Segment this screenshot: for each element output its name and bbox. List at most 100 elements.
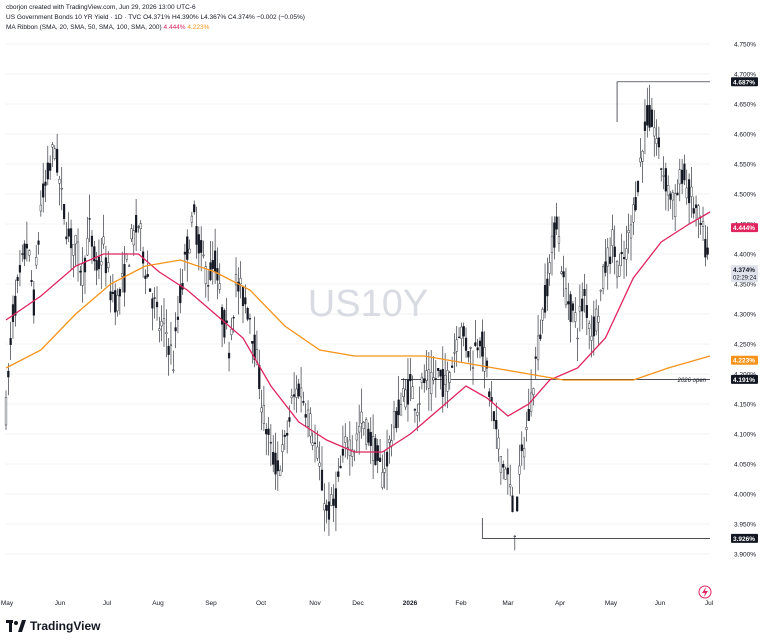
candle-body bbox=[706, 247, 709, 255]
price-axis[interactable]: 4.750%4.700%4.650%4.600%4.550%4.500%4.45… bbox=[734, 42, 756, 559]
candle-body bbox=[650, 109, 654, 127]
x-tick-label: Aug bbox=[152, 600, 164, 607]
candle-body bbox=[304, 414, 307, 418]
price-label: 4.191% bbox=[733, 377, 755, 384]
price-label-bg bbox=[731, 533, 758, 543]
lightning-icon[interactable] bbox=[698, 585, 712, 599]
y-tick-label: 4.000% bbox=[734, 492, 756, 499]
candle-body bbox=[223, 310, 226, 338]
candle-body bbox=[595, 308, 598, 332]
candle-body bbox=[604, 261, 607, 273]
time-axis[interactable]: May Jun Jul Aug Sep Oct Nov Dec 2026 Feb Mar Apr May… bbox=[1, 600, 714, 607]
y-tick-label: 4.250% bbox=[734, 342, 756, 349]
candle-body bbox=[218, 283, 221, 290]
candle-body bbox=[685, 187, 688, 199]
symbol-line: US Government Bonds 10 YR Yield · 1D · T… bbox=[6, 14, 305, 21]
candle-body bbox=[376, 445, 379, 461]
candle-body bbox=[697, 205, 700, 219]
candle-body bbox=[109, 291, 112, 301]
candle-body bbox=[692, 208, 695, 214]
y-tick-label: 4.100% bbox=[734, 432, 756, 439]
candle-body bbox=[385, 451, 389, 467]
candle-body bbox=[183, 251, 187, 255]
candle-body bbox=[267, 428, 270, 435]
candle-body bbox=[583, 288, 586, 296]
candle-body bbox=[316, 446, 319, 459]
candle-body bbox=[214, 250, 217, 273]
candle-body bbox=[495, 419, 498, 430]
candle-body bbox=[318, 462, 321, 467]
candle-body bbox=[362, 421, 365, 430]
candle-body bbox=[409, 374, 412, 382]
candle-body bbox=[460, 326, 463, 339]
candle-body bbox=[337, 471, 340, 477]
candle-body bbox=[248, 318, 252, 320]
candle-body bbox=[302, 401, 305, 403]
candle-body bbox=[355, 433, 358, 441]
candle-body bbox=[464, 337, 468, 351]
candle-body bbox=[462, 326, 465, 337]
candle-body bbox=[509, 484, 512, 488]
symbol-title[interactable]: US Government Bonds 10 YR Yield · 1D · T… bbox=[6, 14, 142, 21]
candle-body bbox=[471, 367, 475, 369]
candle-body bbox=[179, 284, 182, 304]
candle-body bbox=[313, 442, 317, 444]
credit-line: cborjon created with TradingView.com, Ju… bbox=[6, 4, 196, 11]
candle-body bbox=[399, 404, 403, 416]
candle-body bbox=[14, 295, 17, 316]
ribbon-line: MA Ribbon (SMA, 20, SMA, 50, SMA, 100, S… bbox=[6, 24, 209, 31]
candle-body bbox=[348, 439, 351, 456]
moving-averages bbox=[5, 211, 711, 453]
candle-body bbox=[525, 427, 528, 430]
candle-body bbox=[553, 222, 556, 248]
candle-body bbox=[239, 277, 242, 285]
candle-body bbox=[406, 379, 410, 405]
candle-body bbox=[395, 410, 398, 429]
candle-body bbox=[641, 151, 644, 162]
candle-body bbox=[534, 356, 537, 359]
candle-body bbox=[432, 377, 435, 381]
candle-body bbox=[325, 505, 328, 511]
ribbon-label[interactable]: MA Ribbon (SMA, 20, SMA, 50, SMA, 100, S… bbox=[6, 24, 162, 31]
high-level-line bbox=[616, 81, 710, 122]
y-tick-label: 4.400% bbox=[734, 252, 756, 259]
candle-body bbox=[567, 301, 570, 305]
watermark: US10Y bbox=[308, 283, 428, 325]
candle-body bbox=[634, 197, 637, 211]
candle-body bbox=[65, 236, 68, 240]
footer bbox=[0, 610, 768, 640]
candle-body bbox=[144, 275, 147, 279]
candle-body bbox=[444, 374, 447, 385]
candle-body bbox=[165, 332, 168, 335]
candle-body bbox=[411, 386, 414, 399]
candle-body bbox=[290, 395, 293, 399]
candle-body bbox=[227, 352, 231, 359]
brand-name: TradingView bbox=[30, 619, 101, 633]
candle-body bbox=[341, 448, 344, 456]
candle-body bbox=[402, 388, 405, 397]
candle-body bbox=[469, 347, 472, 349]
candle-body bbox=[676, 192, 679, 196]
candle-body bbox=[523, 448, 526, 458]
x-tick-label: May bbox=[1, 600, 14, 607]
candle-body bbox=[648, 105, 651, 128]
chart[interactable]: US10Y 2026 open 4.750% 4.700% 4.650% 4.600%… bbox=[0, 0, 768, 610]
candle-body bbox=[244, 297, 247, 305]
candle-body bbox=[323, 503, 326, 511]
candle-body bbox=[125, 253, 128, 260]
candle-body bbox=[632, 204, 635, 223]
candle-body bbox=[293, 394, 296, 397]
candle-body bbox=[606, 247, 609, 267]
candle-body bbox=[381, 472, 384, 488]
candle-body bbox=[237, 281, 240, 292]
candle-body bbox=[434, 378, 437, 380]
candle-body bbox=[274, 452, 277, 475]
candle-body bbox=[418, 403, 421, 405]
candle-body bbox=[441, 368, 444, 397]
candle-body bbox=[555, 216, 558, 230]
candle-body bbox=[467, 351, 470, 358]
candle-body bbox=[392, 411, 396, 428]
candle-body bbox=[369, 431, 372, 446]
candle-body bbox=[694, 204, 698, 208]
tradingview-logo[interactable]: TradingView bbox=[6, 619, 100, 633]
